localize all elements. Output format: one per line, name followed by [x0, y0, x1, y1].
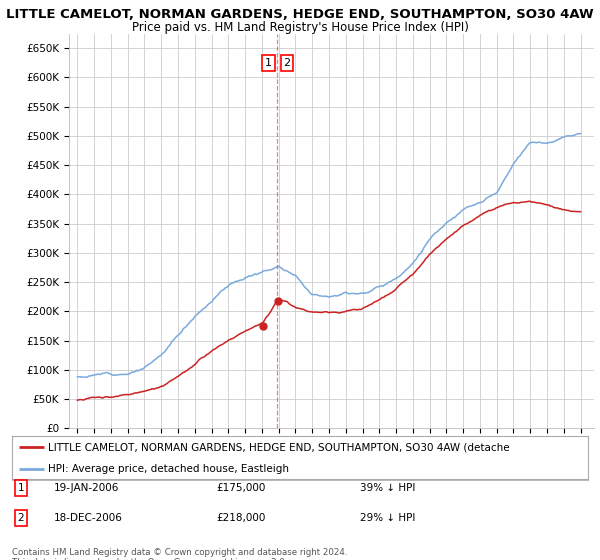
Text: Price paid vs. HM Land Registry's House Price Index (HPI): Price paid vs. HM Land Registry's House … — [131, 21, 469, 34]
Text: 2: 2 — [17, 513, 25, 523]
Text: £218,000: £218,000 — [216, 513, 265, 523]
Text: LITTLE CAMELOT, NORMAN GARDENS, HEDGE END, SOUTHAMPTON, SO30 4AW (detache: LITTLE CAMELOT, NORMAN GARDENS, HEDGE EN… — [48, 442, 510, 452]
Text: 2: 2 — [283, 58, 290, 68]
Text: 29% ↓ HPI: 29% ↓ HPI — [360, 513, 415, 523]
Text: 18-DEC-2006: 18-DEC-2006 — [54, 513, 123, 523]
Text: 1: 1 — [17, 483, 25, 493]
Text: £175,000: £175,000 — [216, 483, 265, 493]
Text: 39% ↓ HPI: 39% ↓ HPI — [360, 483, 415, 493]
Text: 1: 1 — [265, 58, 272, 68]
Text: LITTLE CAMELOT, NORMAN GARDENS, HEDGE END, SOUTHAMPTON, SO30 4AW: LITTLE CAMELOT, NORMAN GARDENS, HEDGE EN… — [6, 8, 594, 21]
Text: 19-JAN-2006: 19-JAN-2006 — [54, 483, 119, 493]
Text: Contains HM Land Registry data © Crown copyright and database right 2024.
This d: Contains HM Land Registry data © Crown c… — [12, 548, 347, 560]
Text: HPI: Average price, detached house, Eastleigh: HPI: Average price, detached house, East… — [48, 464, 289, 474]
